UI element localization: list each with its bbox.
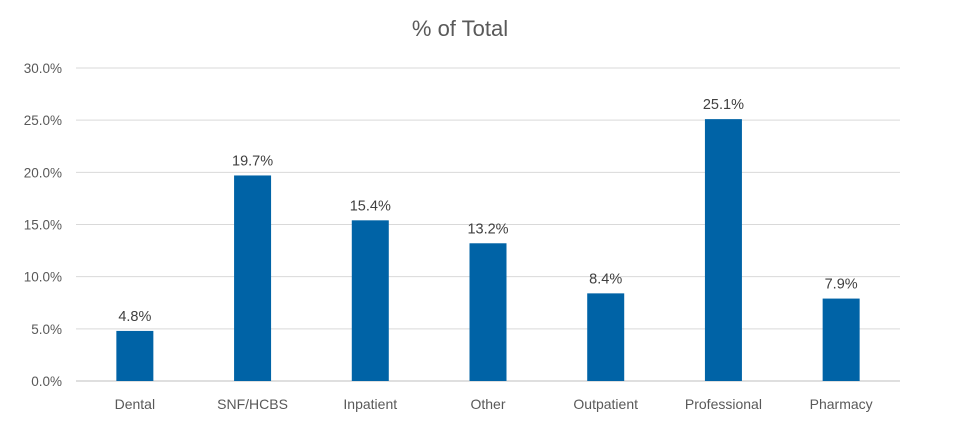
bar [351,220,389,381]
x-tick-label: Dental [115,396,155,412]
x-tick-label: Professional [685,396,762,412]
data-label: 13.2% [467,221,508,237]
y-tick-label: 0.0% [31,374,62,389]
bars [116,119,860,381]
x-tick-label: SNF/HCBS [217,396,288,412]
y-tick-label: 15.0% [24,218,62,233]
x-tick-label: Outpatient [573,396,638,412]
bar [116,330,154,381]
data-label: 7.9% [825,277,858,293]
data-labels: 4.8% 19.7% 15.4% 13.2% 8.4% 25.1% 7.9% [118,97,857,325]
x-tick-label: Pharmacy [810,396,873,412]
data-label: 25.1% [703,97,744,113]
y-tick-label: 25.0% [24,113,62,128]
data-label: 8.4% [589,271,622,287]
bar [234,175,272,381]
y-tick-label: 30.0% [24,61,62,76]
data-label: 19.7% [232,153,273,169]
x-tick-label: Other [470,396,505,412]
bar [587,293,625,381]
data-label: 4.8% [118,309,151,325]
x-axis-ticks: Dental SNF/HCBS Inpatient Other Outpatient Pr… [115,396,873,412]
y-tick-label: 20.0% [24,165,62,180]
y-tick-label: 5.0% [31,322,62,337]
bar [469,243,507,381]
bar [822,298,860,381]
bar [704,119,742,381]
y-tick-label: 10.0% [24,270,62,285]
x-tick-label: Inpatient [343,396,397,412]
y-axis-ticks: 0.0% 5.0% 10.0% 15.0% 20.0% 25.0% 30.0% [24,61,62,389]
data-label: 15.4% [350,198,391,214]
chart-title: % of Total [412,16,508,41]
